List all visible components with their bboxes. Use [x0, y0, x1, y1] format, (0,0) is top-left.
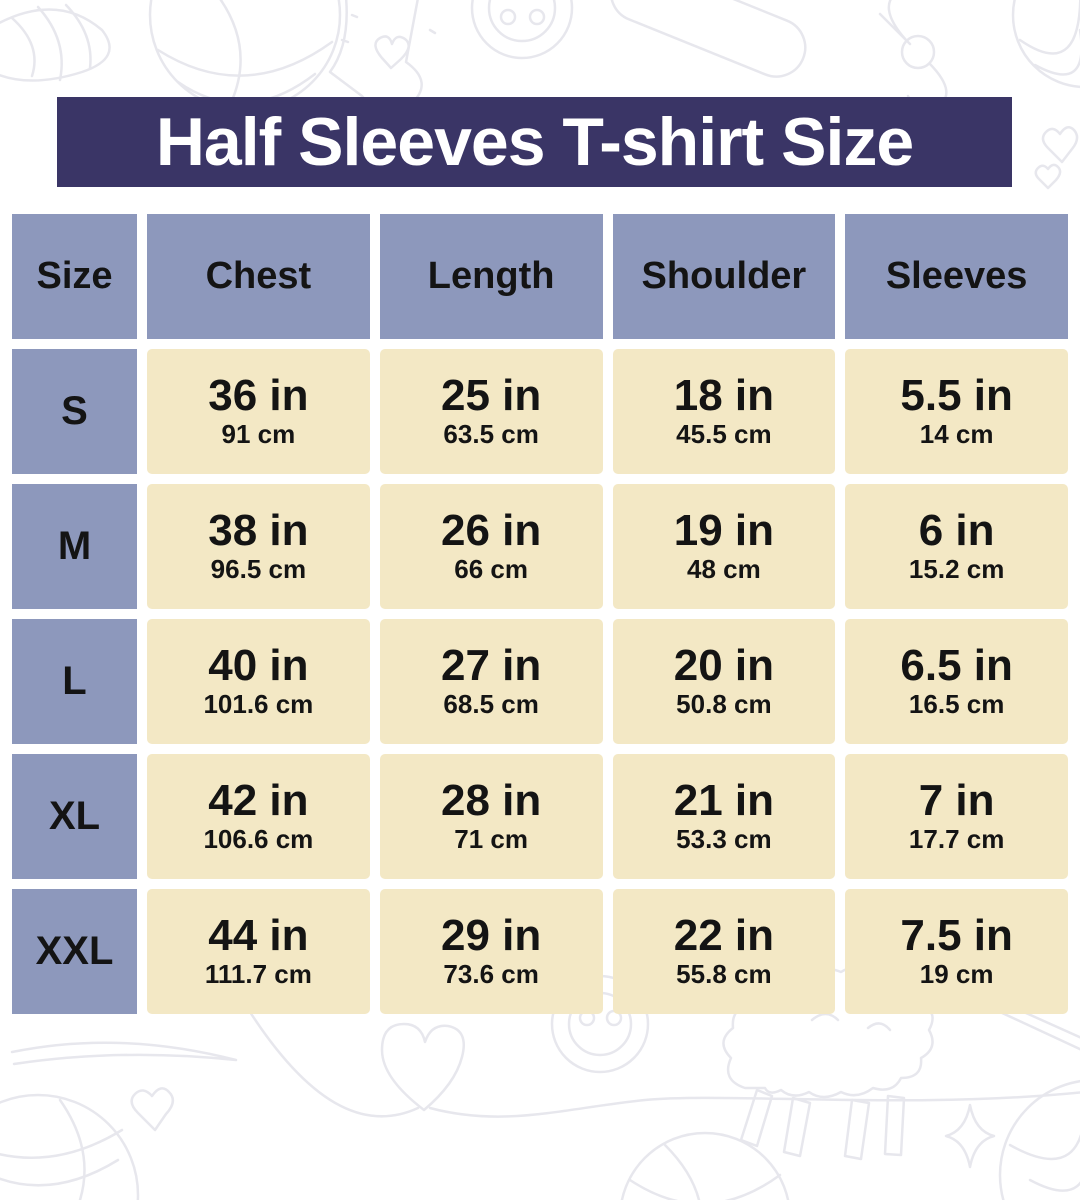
inches-value: 44 in [208, 910, 309, 960]
yarn-ball-icon [148, 0, 342, 112]
cell-l-length: 27 in 68.5 cm [379, 619, 603, 744]
cell-s-chest: 36 in 91 cm [147, 349, 370, 474]
sparkle-icon [944, 1103, 996, 1169]
cm-value: 45.5 cm [676, 419, 772, 449]
cm-value: 71 cm [454, 824, 528, 854]
cell-l-sleeves: 6.5 in 16.5 cm [845, 619, 1068, 744]
inches-value: 5.5 in [900, 370, 1013, 420]
thread-heart-icon [248, 1010, 1080, 1118]
heart-icon [130, 1087, 175, 1132]
cell-xl-shoulder: 21 in 53.3 cm [612, 754, 836, 879]
cm-value: 91 cm [221, 419, 296, 449]
column-header-shoulder: Shoulder [612, 214, 836, 339]
page-title: Half Sleeves T-shirt Size [155, 104, 914, 180]
cell-s-shoulder: 18 in 45.5 cm [612, 349, 836, 474]
cell-l-chest: 40 in 101.6 cm [147, 619, 370, 744]
cell-s-length: 25 in 63.5 cm [379, 349, 603, 474]
cell-xxl-sleeves: 7.5 in 19 cm [845, 889, 1068, 1014]
cm-value: 73.6 cm [443, 959, 539, 989]
cm-value: 63.5 cm [443, 419, 539, 449]
cell-m-chest: 38 in 96.5 cm [147, 484, 370, 609]
cell-xxl-shoulder: 22 in 55.8 cm [612, 889, 836, 1014]
inches-value: 26 in [440, 505, 542, 555]
cm-value: 19 cm [919, 959, 994, 989]
sock-icon [328, 0, 437, 112]
inches-value: 22 in [673, 910, 775, 960]
inches-value: 36 in [208, 370, 309, 420]
cm-value: 66 cm [454, 554, 528, 584]
button-icon [470, 0, 574, 60]
cm-value: 111.7 cm [204, 959, 312, 989]
cell-xl-sleeves: 7 in 17.7 cm [845, 754, 1068, 879]
cell-l-shoulder: 20 in 50.8 cm [612, 619, 836, 744]
cm-value: 16.5 cm [908, 689, 1005, 719]
row-label-m: M [12, 484, 137, 609]
needle-icon [10, 1041, 238, 1066]
cm-value: 15.2 cm [908, 554, 1005, 584]
row-label-xl: XL [12, 754, 137, 879]
inches-value: 25 in [440, 370, 542, 420]
inches-value: 42 in [208, 775, 309, 825]
cm-value: 48 cm [687, 554, 761, 584]
inches-value: 28 in [440, 775, 542, 825]
inches-value: 38 in [208, 505, 309, 555]
row-label-s: S [12, 349, 137, 474]
inches-value: 27 in [440, 640, 542, 690]
heart-icon [1034, 126, 1079, 190]
inches-value: 7 in [918, 775, 995, 825]
cell-s-sleeves: 5.5 in 14 cm [845, 349, 1068, 474]
cm-value: 96.5 cm [210, 554, 307, 584]
inches-value: 21 in [673, 775, 775, 825]
cm-value: 14 cm [919, 419, 994, 449]
safety-pin-icon [878, 0, 948, 112]
inches-value: 19 in [673, 505, 775, 555]
column-header-chest: Chest [147, 214, 370, 339]
inches-value: 6 in [918, 505, 995, 555]
cm-value: 53.3 cm [676, 824, 772, 854]
cm-value: 17.7 cm [908, 824, 1005, 854]
cm-value: 101.6 cm [203, 689, 314, 719]
cell-m-shoulder: 19 in 48 cm [612, 484, 836, 609]
size-table: Size Chest Length Shoulder Sleeves S 36 … [12, 214, 1068, 1014]
cell-m-length: 26 in 66 cm [379, 484, 603, 609]
inches-value: 7.5 in [900, 910, 1013, 960]
row-label-xxl: XXL [12, 889, 137, 1014]
inches-value: 18 in [673, 370, 775, 420]
column-header-length: Length [379, 214, 603, 339]
cm-value: 68.5 cm [443, 689, 539, 719]
cell-xxl-length: 29 in 73.6 cm [379, 889, 603, 1014]
column-header-size: Size [12, 214, 137, 339]
yarn-skein-icon [0, 3, 111, 82]
inches-value: 20 in [673, 640, 775, 690]
cell-xl-chest: 42 in 106.6 cm [147, 754, 370, 879]
yarn-ball-icon [1011, 0, 1080, 89]
cm-value: 106.6 cm [203, 824, 314, 854]
cell-m-sleeves: 6 in 15.2 cm [845, 484, 1068, 609]
crochet-hook-icon [609, 0, 807, 78]
title-banner: Half Sleeves T-shirt Size [57, 97, 1012, 187]
cm-value: 55.8 cm [676, 959, 772, 989]
cell-xxl-chest: 44 in 111.7 cm [147, 889, 370, 1014]
inches-value: 6.5 in [900, 640, 1013, 690]
cell-xl-length: 28 in 71 cm [379, 754, 603, 879]
inches-value: 29 in [440, 910, 542, 960]
cm-value: 50.8 cm [676, 689, 772, 719]
yarn-ball-icon [998, 1002, 1080, 1200]
inches-value: 40 in [208, 640, 309, 690]
row-label-l: L [12, 619, 137, 744]
column-header-sleeves: Sleeves [845, 214, 1068, 339]
yarn-ball-icon [620, 1131, 790, 1200]
yarn-ball-icon [0, 1093, 140, 1200]
